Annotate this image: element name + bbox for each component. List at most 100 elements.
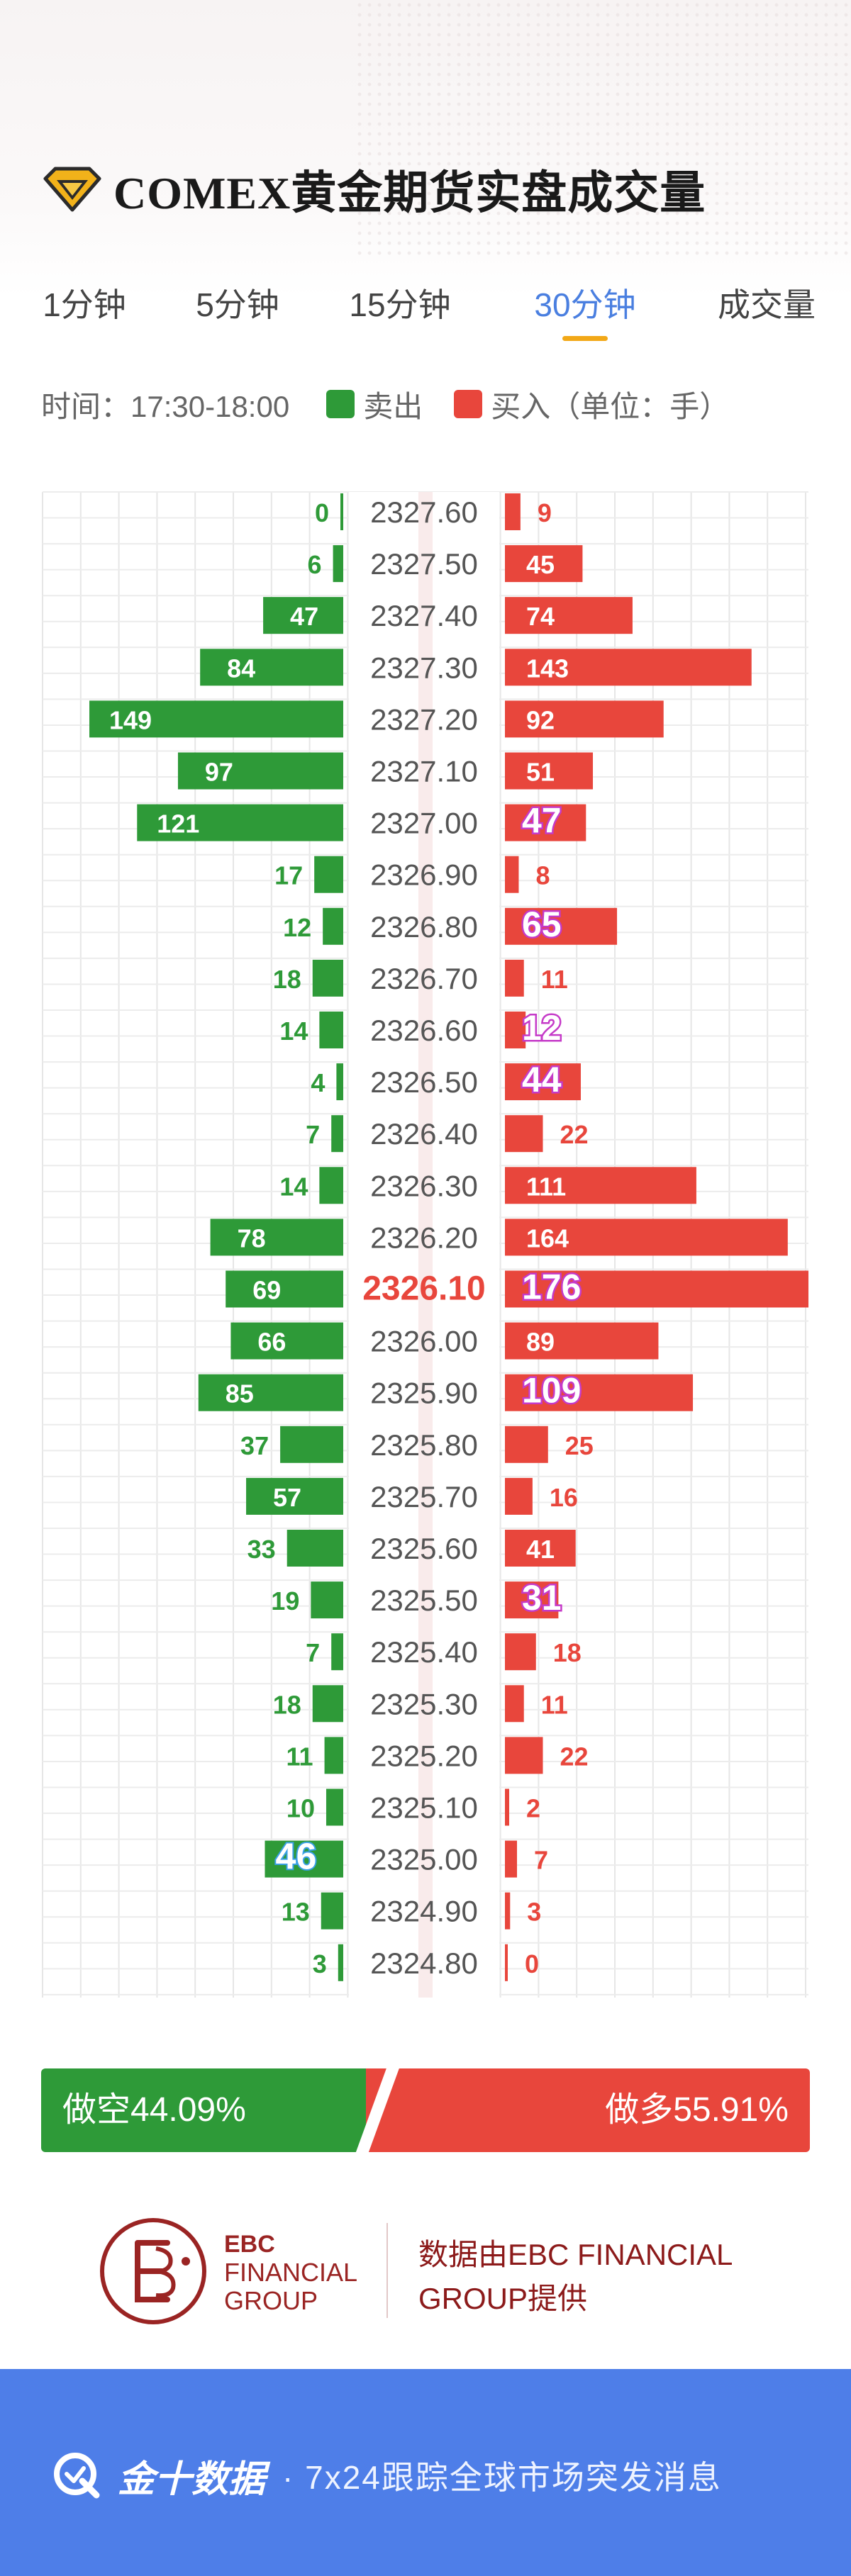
price-label: 2327.00 bbox=[370, 807, 478, 840]
sell-value-label: 149 bbox=[109, 705, 152, 734]
price-label: 2326.70 bbox=[370, 962, 478, 995]
sell-bar bbox=[263, 597, 343, 634]
short-ratio-fill bbox=[41, 2068, 394, 2152]
long-short-ratio-bar: 做空44.09% 做多55.91% bbox=[41, 2068, 810, 2152]
ebc-name: EBC FINANCIAL GROUP bbox=[224, 2230, 357, 2315]
buy-bar bbox=[505, 1788, 509, 1826]
buy-bar bbox=[505, 1840, 518, 1878]
price-label: 2325.10 bbox=[370, 1791, 478, 1825]
buy-bar bbox=[505, 700, 664, 738]
sell-value-label: 3 bbox=[313, 1949, 327, 1978]
price-label: 2326.10 bbox=[362, 1270, 486, 1308]
buy-value-label: 25 bbox=[565, 1431, 594, 1460]
sell-value-label: 66 bbox=[257, 1328, 286, 1357]
sell-bar bbox=[311, 1581, 343, 1619]
sell-bar bbox=[323, 907, 343, 945]
buy-value-label: 22 bbox=[560, 1742, 589, 1771]
source-text-line1: 数据由EBC FINANCIAL bbox=[418, 2238, 733, 2271]
buy-value-label: 11 bbox=[541, 965, 568, 994]
buy-value-label: 65 bbox=[522, 905, 562, 944]
sell-bar bbox=[319, 1012, 343, 1048]
buy-value-label: 143 bbox=[526, 654, 569, 683]
buy-bar bbox=[505, 959, 524, 997]
price-label: 2325.40 bbox=[370, 1635, 478, 1669]
source-text: 数据由EBC FINANCIAL GROUP提供 bbox=[418, 2233, 733, 2321]
sell-value-label: 47 bbox=[290, 602, 318, 631]
sell-bar bbox=[210, 1219, 343, 1256]
buy-bar bbox=[505, 1322, 659, 1360]
price-label: 2325.60 bbox=[370, 1532, 478, 1565]
sell-bar bbox=[312, 959, 343, 997]
buy-value-label: 47 bbox=[522, 801, 562, 841]
buy-value-label: 9 bbox=[538, 498, 552, 527]
buy-value-label: 51 bbox=[526, 758, 555, 787]
footer-slogan: · 7x24跟踪全球市场突发消息 bbox=[282, 2459, 722, 2496]
ebc-logo-icon bbox=[100, 2218, 206, 2324]
buy-value-label: 2 bbox=[526, 1794, 540, 1823]
buy-value-label: 176 bbox=[522, 1267, 581, 1307]
price-label: 2327.10 bbox=[370, 755, 478, 788]
price-label: 2325.50 bbox=[370, 1584, 478, 1617]
sell-bar bbox=[198, 1374, 343, 1411]
tab-30min[interactable]: 30分钟 bbox=[534, 286, 636, 323]
buy-bar bbox=[505, 1374, 694, 1411]
buy-value-label: 22 bbox=[560, 1120, 589, 1149]
sell-bar bbox=[336, 1063, 343, 1101]
ebc-name-line2: FINANCIAL bbox=[224, 2258, 358, 2287]
buy-bar bbox=[505, 1270, 808, 1308]
buy-bar bbox=[505, 856, 519, 893]
title-row: COMEX黄金期货实盘成交量 bbox=[43, 157, 706, 221]
sell-value-label: 121 bbox=[157, 810, 199, 839]
price-label: 2326.80 bbox=[370, 910, 478, 943]
buy-value-label: 74 bbox=[526, 602, 555, 631]
buy-bar bbox=[505, 1219, 788, 1256]
buy-bar bbox=[505, 649, 752, 686]
buy-bar bbox=[505, 1012, 526, 1048]
buy-bar bbox=[505, 1737, 543, 1774]
price-column-center-stripe bbox=[418, 492, 433, 1998]
sell-value-label: 85 bbox=[226, 1379, 254, 1409]
legend-buy-label: 买入（单位：手） bbox=[491, 389, 730, 423]
time-range-label: 时间：17:30-18:00 bbox=[41, 389, 290, 423]
buy-bar bbox=[505, 1115, 543, 1153]
buy-value-label: 45 bbox=[526, 550, 555, 579]
interval-tabs: 1分钟 5分钟 15分钟 30分钟 成交量 bbox=[0, 276, 851, 340]
sell-bar bbox=[312, 1685, 343, 1723]
sell-value-label: 19 bbox=[271, 1586, 299, 1615]
buy-value-label: 41 bbox=[526, 1535, 555, 1564]
buy-bar bbox=[505, 907, 618, 945]
buy-value-label: 109 bbox=[522, 1371, 581, 1411]
price-label: 2325.20 bbox=[370, 1739, 478, 1772]
tab-1min[interactable]: 1分钟 bbox=[43, 286, 126, 323]
buy-value-label: 31 bbox=[522, 1578, 562, 1618]
price-label: 2325.30 bbox=[370, 1687, 478, 1720]
tab-5min[interactable]: 5分钟 bbox=[196, 286, 279, 323]
sell-bar bbox=[319, 1167, 343, 1204]
price-label: 2325.90 bbox=[370, 1377, 478, 1410]
price-label: 2326.20 bbox=[370, 1221, 478, 1254]
buy-bar bbox=[505, 1426, 548, 1463]
footer-banner: 金十数据 · 7x24跟踪全球市场突发消息 bbox=[0, 2369, 851, 2576]
tab-15min[interactable]: 15分钟 bbox=[349, 286, 451, 323]
tab-volume[interactable]: 成交量 bbox=[718, 286, 816, 323]
sell-bar bbox=[230, 1322, 343, 1360]
buy-bar bbox=[505, 493, 521, 530]
buy-bar bbox=[505, 1063, 581, 1101]
buy-value-label: 11 bbox=[541, 1690, 568, 1719]
buy-bar bbox=[505, 752, 594, 790]
sell-value-label: 0 bbox=[315, 498, 329, 527]
sell-bar bbox=[324, 1737, 343, 1774]
price-label: 2325.70 bbox=[370, 1480, 478, 1513]
price-label: 2325.00 bbox=[370, 1843, 478, 1876]
price-label: 2327.60 bbox=[370, 495, 478, 529]
source-text-line2: GROUP提供 bbox=[418, 2282, 588, 2315]
gold-gem-icon bbox=[43, 167, 101, 212]
sell-bar bbox=[226, 1270, 343, 1308]
buy-bar bbox=[505, 1685, 524, 1723]
price-label: 2327.20 bbox=[370, 702, 478, 736]
sell-value-label: 14 bbox=[279, 1172, 308, 1201]
legend-sell: 卖出 bbox=[326, 383, 423, 426]
buy-value-label: 44 bbox=[522, 1060, 562, 1099]
source-divider bbox=[386, 2223, 388, 2318]
